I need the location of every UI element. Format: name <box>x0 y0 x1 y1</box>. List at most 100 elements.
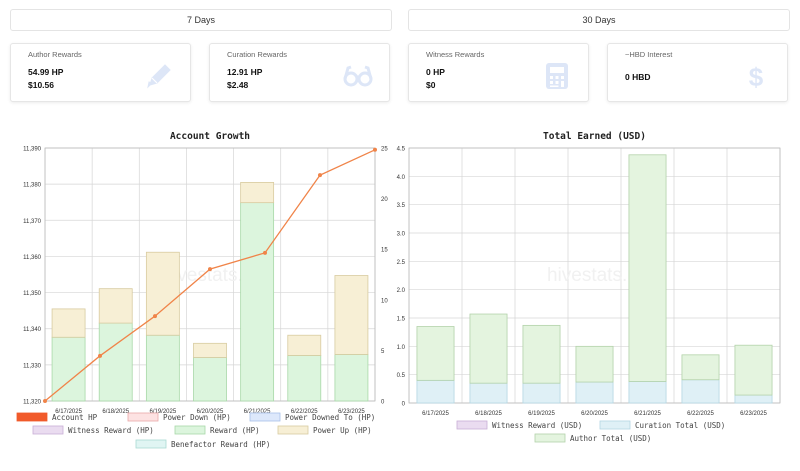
card-value-hp: 0 HP <box>426 67 445 77</box>
curation-bar <box>469 382 508 404</box>
legend-label: Power Downed To (HP) <box>285 413 375 422</box>
y2-tick-label: 5 <box>381 349 385 355</box>
x-tick-label: 6/20/2025 <box>581 411 608 417</box>
period-30-days-button[interactable]: 30 Days <box>408 9 790 31</box>
legend-swatch <box>534 433 566 443</box>
author-rewards-card: Author Rewards 54.99 HP $10.56 <box>10 43 191 102</box>
legend-swatch <box>32 425 64 435</box>
reward-bar <box>334 354 369 402</box>
account-hp-point <box>263 250 267 255</box>
author-bar <box>681 354 720 381</box>
y-tick-label: 11,360 <box>23 255 42 261</box>
legend-swatch <box>456 420 488 430</box>
card-title: ~HBD Interest <box>625 50 673 59</box>
card-value-usd: $2.48 <box>227 80 249 90</box>
curation-bar <box>575 381 614 404</box>
legend-label: Witness Reward (USD) <box>492 421 582 430</box>
reward-bar <box>240 202 275 402</box>
legend-swatch <box>135 439 167 449</box>
powerup-bar <box>98 288 133 324</box>
card-title: Author Rewards <box>28 50 82 59</box>
reward-bar <box>145 334 180 402</box>
x-tick-label: 6/22/2025 <box>687 411 714 417</box>
x-tick-label: 6/22/2025 <box>291 409 318 415</box>
legend-label: Benefactor Reward (HP) <box>171 440 270 449</box>
author-bar <box>469 313 508 384</box>
x-tick-label: 6/17/2025 <box>55 409 82 415</box>
y-tick-label: 11,390 <box>23 147 42 153</box>
reward-bar <box>98 322 133 402</box>
y2-tick-label: 25 <box>381 147 388 153</box>
y-tick-label: 1.5 <box>397 317 406 323</box>
y2-tick-label: 0 <box>381 400 385 406</box>
y-tick-label: 2.0 <box>397 288 406 294</box>
y-tick-label: 11,370 <box>23 219 42 225</box>
x-tick-label: 6/18/2025 <box>102 409 129 415</box>
legend-label: Account HP <box>52 413 98 422</box>
powerup-bar <box>51 308 86 338</box>
author-bar <box>416 326 455 381</box>
card-title: Witness Rewards <box>426 50 485 59</box>
y-tick-label: 4.0 <box>397 175 406 181</box>
legend-label: Author Total (USD) <box>570 434 651 443</box>
curation-bar <box>522 382 561 404</box>
dollar-icon: $ <box>749 62 764 91</box>
account-hp-point <box>98 353 102 358</box>
card-value-hp: 12.91 HP <box>227 67 263 77</box>
powerup-bar <box>240 182 275 204</box>
account-hp-point <box>373 147 377 152</box>
reward-bar <box>193 357 227 402</box>
x-tick-label: 6/19/2025 <box>528 411 555 417</box>
author-bar <box>734 344 773 396</box>
author-bar <box>522 324 561 384</box>
author-bar <box>628 154 667 382</box>
account-hp-point <box>153 314 157 319</box>
x-tick-label: 6/23/2025 <box>740 411 767 417</box>
legend-swatch <box>599 420 631 430</box>
y-tick-label: 11,330 <box>23 363 42 369</box>
x-tick-label: 6/21/2025 <box>244 409 271 415</box>
curation-bar <box>681 379 720 404</box>
period-7-days-button[interactable]: 7 Days <box>10 9 392 31</box>
legend-swatch <box>16 412 48 422</box>
y-tick-label: 11,350 <box>23 291 42 297</box>
y-tick-label: 4.5 <box>397 147 406 153</box>
legend-swatch <box>249 412 281 422</box>
curation-bar <box>734 394 773 404</box>
witness-rewards-card: Witness Rewards 0 HP $0 <box>408 43 589 102</box>
legend-label: Power Up (HP) <box>313 426 372 435</box>
powerup-bar <box>145 251 180 336</box>
x-tick-label: 6/18/2025 <box>475 411 502 417</box>
reward-bar <box>287 355 322 402</box>
author-bar <box>575 345 614 383</box>
legend-swatch <box>127 412 159 422</box>
watermark: hivestats.io <box>162 265 257 286</box>
legend-label: Witness Reward (HP) <box>68 426 154 435</box>
y-tick-label: 1.0 <box>397 345 406 351</box>
card-value-hp: 54.99 HP <box>28 67 64 77</box>
powerup-bar <box>287 334 322 356</box>
hbd-interest-card: ~HBD Interest 0 HBD $ <box>607 43 788 102</box>
x-tick-label: 6/17/2025 <box>422 411 449 417</box>
card-value-hbd: 0 HBD <box>625 72 651 82</box>
calculator-icon <box>546 63 568 89</box>
card-value-usd: $0 <box>426 80 436 90</box>
y-tick-label: 3.0 <box>397 232 406 238</box>
svg-text:$: $ <box>749 62 764 91</box>
chart-title: Account Growth <box>170 131 250 142</box>
glasses-icon <box>343 65 373 87</box>
legend-label: Curation Total (USD) <box>635 421 725 430</box>
y-tick-label: 0.5 <box>397 373 406 379</box>
legend-swatch <box>277 425 309 435</box>
pencil-icon <box>147 64 171 89</box>
y-tick-label: 11,320 <box>23 400 42 406</box>
account-hp-point <box>318 173 322 178</box>
y-tick-label: 2.5 <box>397 260 406 266</box>
x-tick-label: 6/23/2025 <box>338 409 365 415</box>
legend-label: Reward (HP) <box>210 426 260 435</box>
legend-label: Power Down (HP) <box>163 413 231 422</box>
card-value-usd: $10.56 <box>28 80 54 90</box>
account-hp-point <box>43 399 47 403</box>
watermark: hivestats.io <box>547 265 642 286</box>
